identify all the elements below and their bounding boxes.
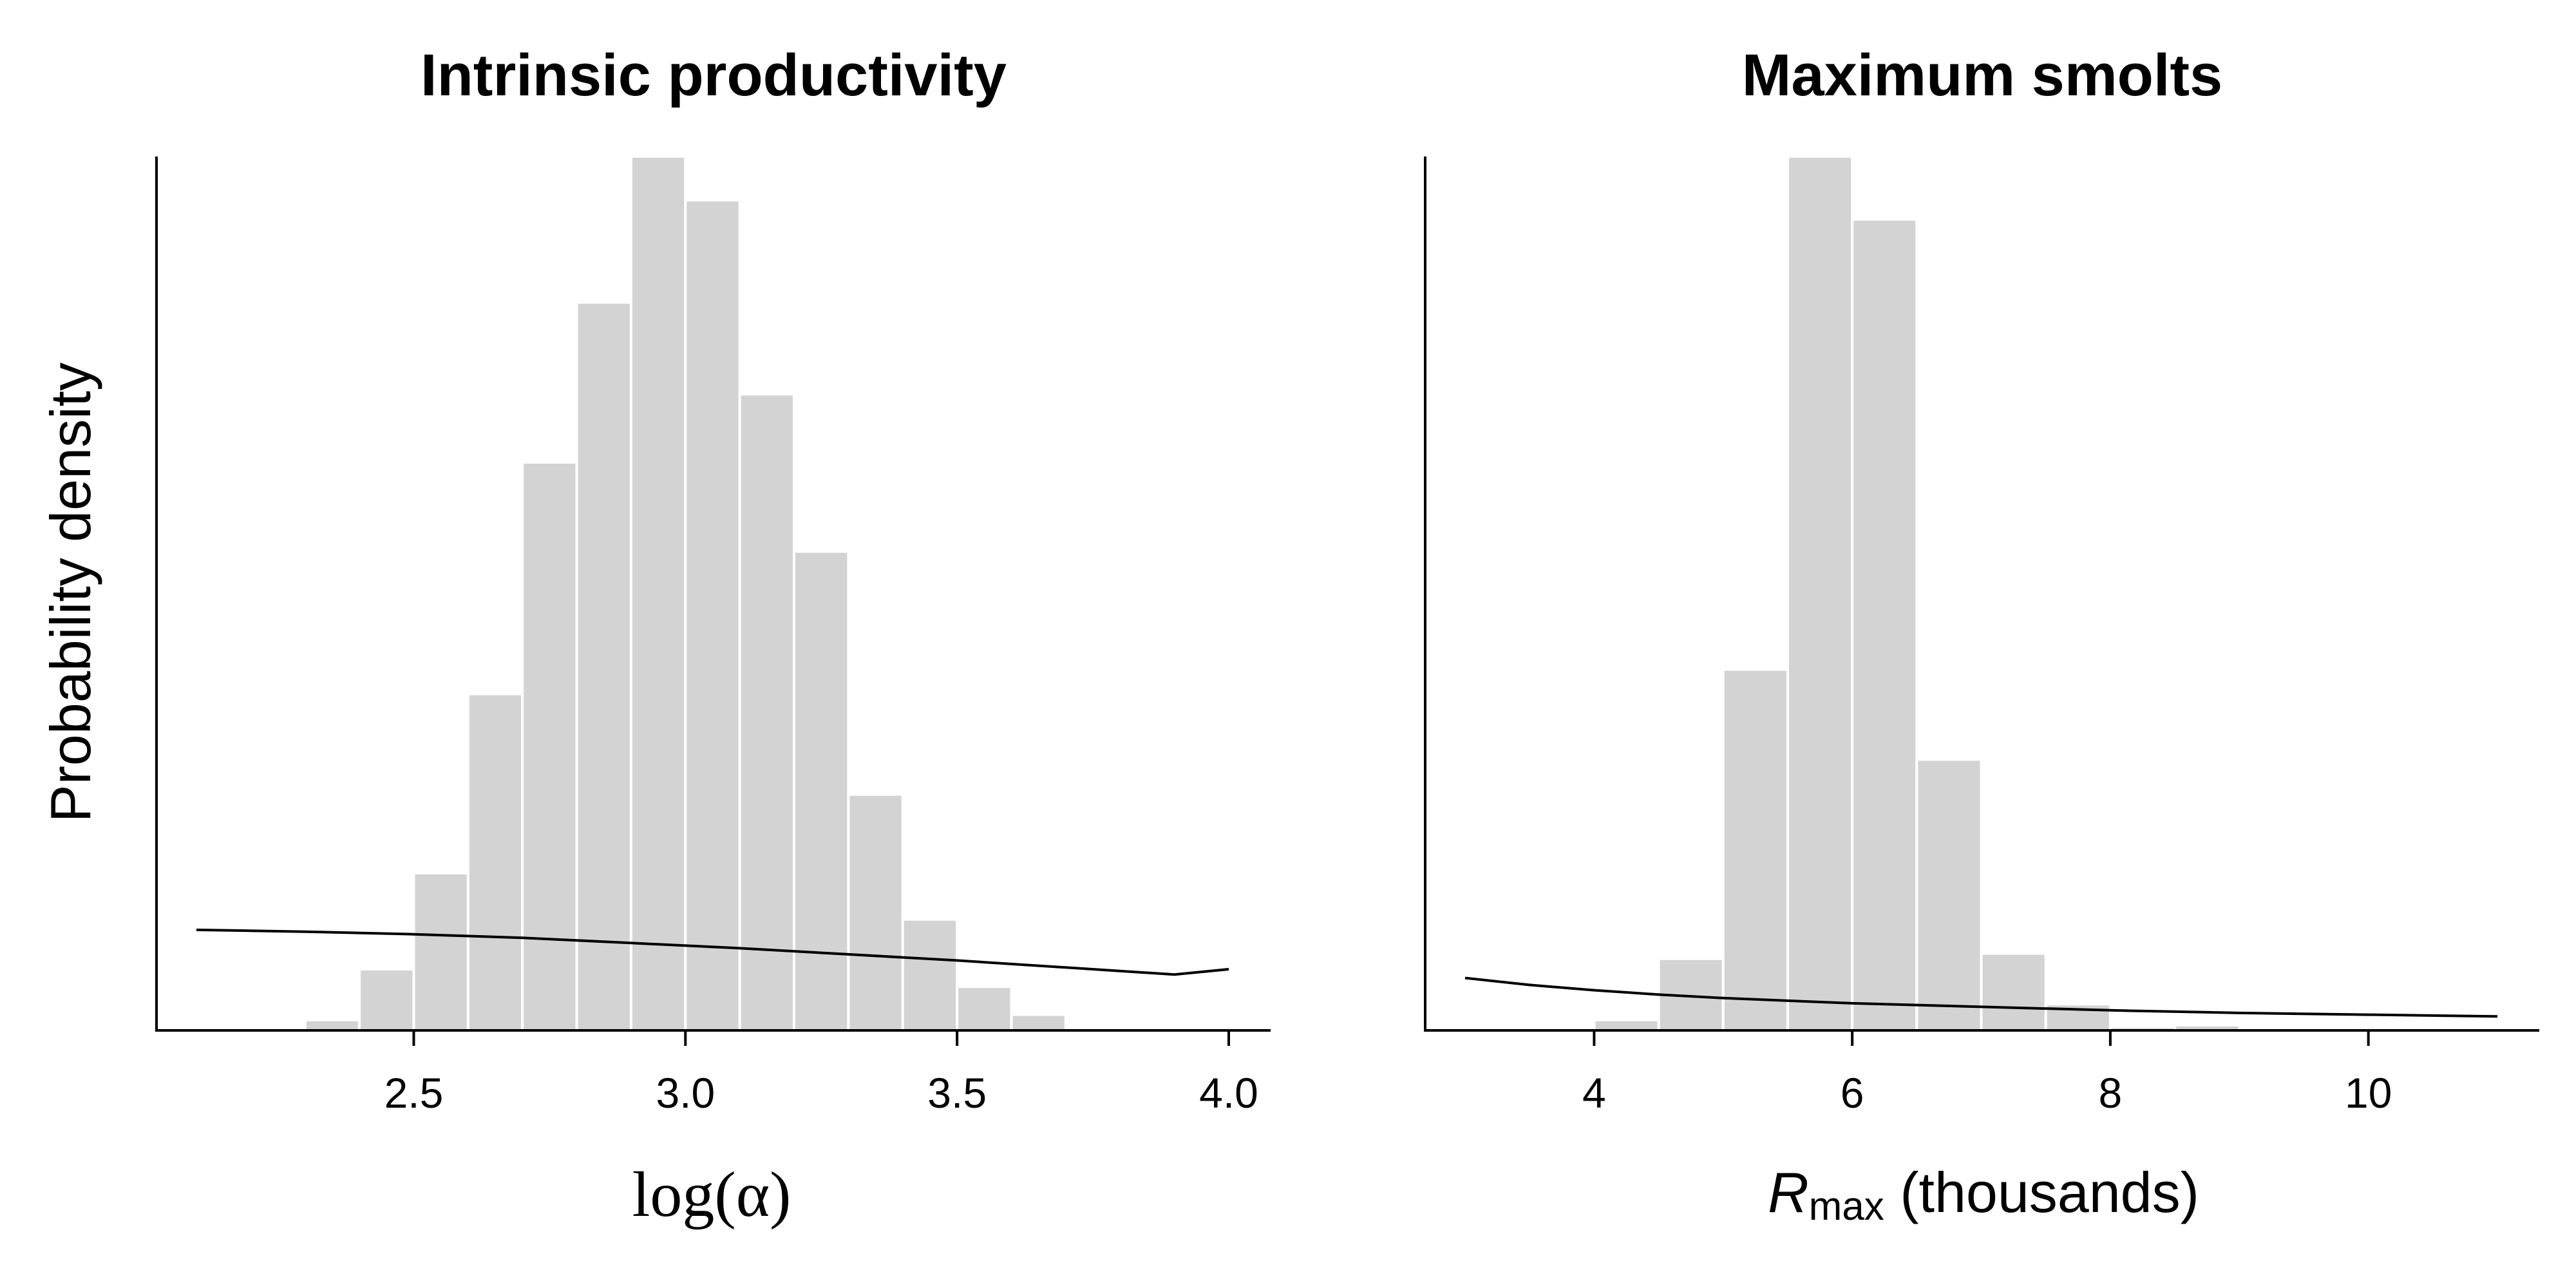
x-tick-label: 6 — [1841, 1069, 1864, 1117]
prior-density-curve — [1464, 976, 2498, 1018]
histogram-bar — [956, 985, 1013, 1032]
x-tick-label: 4 — [1582, 1069, 1606, 1117]
histogram-bar — [412, 871, 469, 1032]
panel-intrinsic-productivity: Intrinsic productivity 2.5 3.0 3.5 4.0 log(… — [155, 43, 1271, 1230]
histogram-bar — [521, 460, 578, 1032]
histogram-bar — [847, 793, 904, 1032]
histogram-bars — [1593, 155, 2241, 1032]
x-tick-label: 10 — [2345, 1069, 2392, 1117]
histogram-bar — [1593, 1018, 1660, 1032]
histogram-bars — [195, 155, 1067, 1032]
y-axis-label: Probability density — [39, 363, 102, 822]
histogram-bar — [1851, 218, 1918, 1032]
x-axis-label-main: R — [1768, 1160, 1809, 1224]
histogram-bar — [575, 301, 632, 1032]
axis-frame — [1424, 156, 2539, 1032]
histogram-bar — [1915, 758, 1983, 1032]
x-tick-label: 3.5 — [927, 1069, 987, 1117]
histogram-bar — [303, 1018, 361, 1032]
histogram-bar — [358, 968, 415, 1032]
histogram-bar — [466, 692, 524, 1032]
x-axis-label-main: log( — [632, 1159, 736, 1230]
histogram-bar — [1721, 668, 1789, 1032]
panel-maximum-smolts: Maximum smolts 4 6 8 10 Rmax (thousands) — [1424, 43, 2539, 1229]
histogram-bar — [793, 550, 850, 1032]
x-tick-label: 4.0 — [1199, 1069, 1258, 1117]
histogram-bar — [629, 155, 687, 1032]
x-ticks: 2.5 3.0 3.5 4.0 — [384, 1030, 1258, 1117]
x-tick-label: 8 — [2099, 1069, 2123, 1117]
histogram-bar — [901, 918, 959, 1032]
x-axis-label-rest: (thousands) — [1884, 1160, 2199, 1224]
x-axis-label: log(α) — [632, 1159, 791, 1230]
histogram-bar — [1980, 952, 2047, 1032]
x-axis-label-symbol: α — [736, 1159, 770, 1230]
axis-frame — [155, 156, 1271, 1032]
x-axis-label: Rmax (thousands) — [1768, 1160, 2199, 1229]
x-tick-label: 2.5 — [384, 1069, 444, 1117]
histogram-bar — [738, 393, 796, 1032]
prior-density-curve — [196, 928, 1229, 976]
histogram-bar — [1010, 1013, 1067, 1032]
x-tick-label: 3.0 — [656, 1069, 715, 1117]
x-axis-label-subscript: max — [1809, 1184, 1884, 1229]
panel-title: Maximum smolts — [1742, 43, 2222, 108]
panel-title: Intrinsic productivity — [421, 43, 1007, 108]
x-ticks: 4 6 8 10 — [1582, 1030, 2392, 1117]
x-axis-label-close: ) — [770, 1159, 791, 1230]
histogram-bar — [684, 198, 741, 1032]
histogram-bar — [1786, 155, 1854, 1032]
